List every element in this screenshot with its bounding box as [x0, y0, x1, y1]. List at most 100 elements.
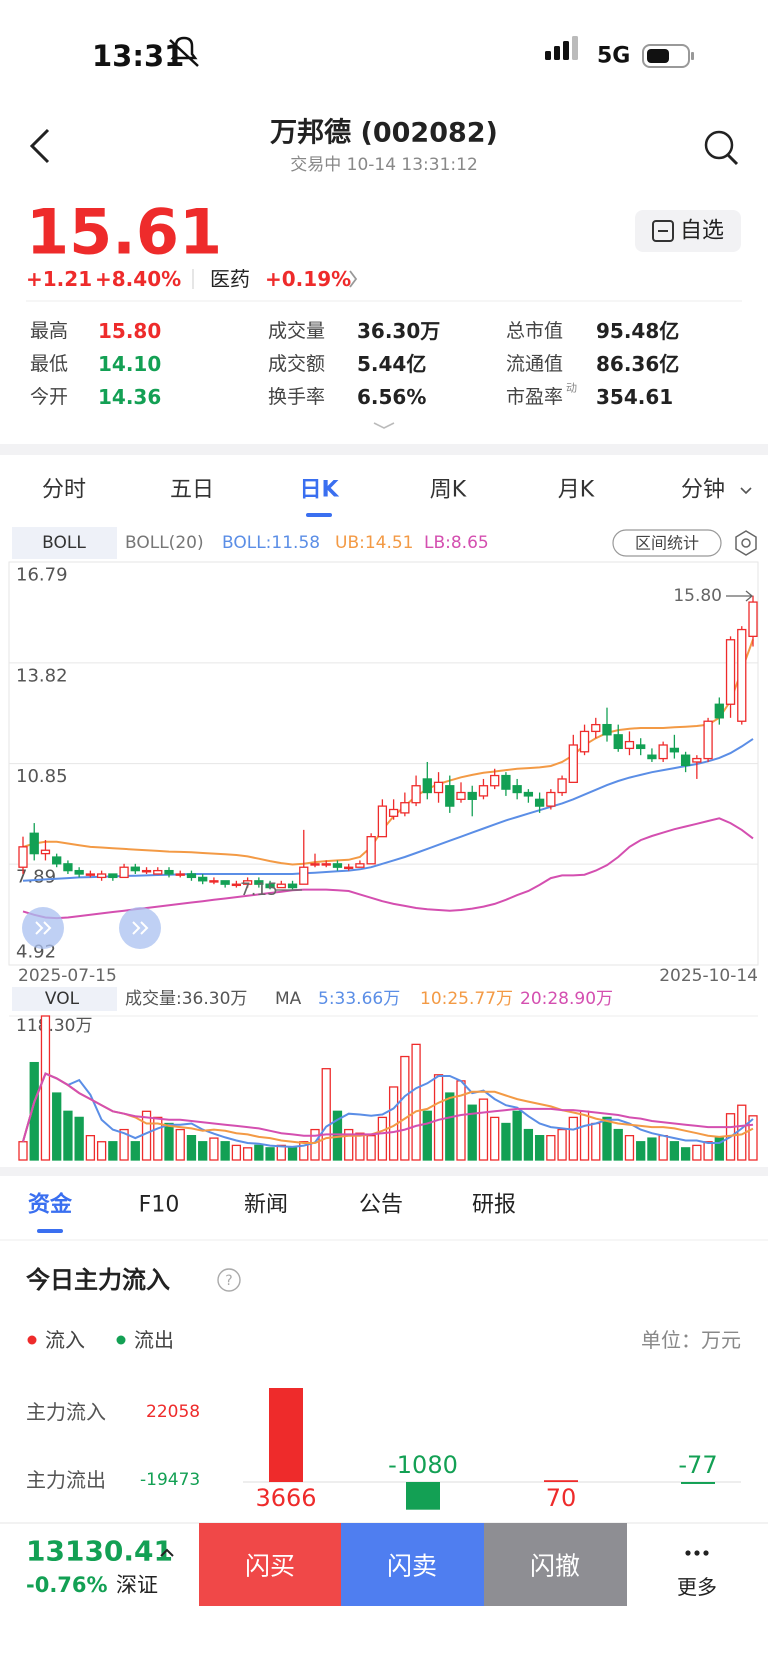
candle-body	[501, 774, 511, 790]
volume-bar	[579, 1110, 590, 1161]
trade-button[interactable]	[341, 1523, 484, 1606]
fund-tab[interactable]: 研报	[472, 1193, 516, 1218]
volume-bar	[692, 1144, 702, 1161]
volume-bar	[433, 1074, 444, 1161]
stat-label: 最低	[30, 353, 68, 375]
volume-bar	[108, 1141, 118, 1161]
volume-bar	[748, 1115, 758, 1161]
indicator-box	[12, 527, 117, 559]
tab-dropdown	[740, 487, 752, 495]
volume-bar	[512, 1110, 522, 1161]
candle-body	[568, 744, 578, 783]
volume-bar	[714, 1137, 724, 1161]
fund-tab[interactable]: 新闻	[244, 1193, 288, 1218]
candle-body	[198, 876, 208, 882]
fund-tab[interactable]: 公告	[359, 1193, 403, 1218]
volume-bar	[411, 1043, 421, 1161]
candle-body	[669, 747, 680, 753]
candle-body	[242, 880, 253, 885]
volume-bar	[568, 1116, 578, 1161]
volume-bar	[175, 1128, 185, 1161]
stat-label-sup: 动	[566, 382, 577, 395]
flow-row-label: 主力流出	[26, 1468, 106, 1492]
candle-body	[748, 601, 758, 638]
chart-tab[interactable]: 日K	[299, 478, 339, 503]
search-button[interactable]	[704, 130, 734, 160]
expand-arrow	[373, 422, 395, 429]
volume-bar	[344, 1128, 354, 1161]
volume-bar	[680, 1147, 691, 1161]
volume-bar	[467, 1104, 477, 1161]
y-tick-label: 118.30万	[16, 1016, 92, 1036]
trade-button[interactable]	[484, 1523, 627, 1606]
fund-tab[interactable]: F10	[139, 1193, 180, 1218]
indicator-name: BOLL	[42, 533, 86, 553]
battery-cap	[691, 52, 694, 60]
boll-line	[22, 738, 754, 882]
volume-bar	[52, 1092, 62, 1161]
settings-dot	[741, 538, 751, 548]
legend-label: 流入	[45, 1328, 85, 1352]
trade-button[interactable]	[199, 1523, 342, 1606]
candle-body	[287, 883, 298, 889]
boll-lb: LB:8.65	[424, 533, 489, 553]
candle-body	[40, 849, 51, 855]
volume-bar	[534, 1135, 545, 1161]
search-handle	[726, 153, 739, 166]
candle-body	[299, 866, 309, 885]
volume-bar	[445, 1092, 455, 1161]
candle-body	[175, 873, 185, 876]
candle-body	[534, 798, 545, 807]
help-icon[interactable]	[217, 1268, 241, 1292]
range-stats-button[interactable]	[612, 529, 722, 557]
candle-body	[658, 744, 668, 760]
settings-button[interactable]	[735, 530, 757, 556]
volume-bar	[119, 1128, 129, 1161]
volume-bar	[186, 1135, 197, 1161]
candle-body	[344, 866, 354, 870]
candle-body	[119, 866, 129, 879]
candle-body	[52, 856, 62, 865]
range-stats-label: 区间统计	[635, 534, 699, 553]
flow-bar	[269, 1388, 303, 1482]
stat-value: 6.56%	[357, 385, 426, 409]
volume-bar	[29, 1061, 39, 1161]
tab-underline	[306, 513, 332, 517]
candle-body	[692, 757, 702, 763]
chart-tab[interactable]: 月K	[558, 478, 595, 503]
candle-body	[231, 883, 242, 887]
volume-bar	[669, 1141, 680, 1161]
chart-tab[interactable]: 分钟	[681, 478, 725, 503]
volume-bar	[321, 1068, 331, 1161]
more-label[interactable]: 更多	[677, 1575, 717, 1599]
volume-bar	[647, 1137, 657, 1161]
chart-tab[interactable]: 分时	[42, 478, 86, 503]
flow-value-label: 70	[546, 1484, 577, 1512]
trade-button-label: 闪撤	[530, 1552, 580, 1581]
section-gap	[0, 444, 768, 455]
candle-body	[647, 754, 657, 760]
candle-body	[725, 639, 736, 705]
signal-bar	[545, 51, 551, 60]
volume-bar	[130, 1141, 140, 1161]
stock-title: 万邦德 (002082)	[270, 118, 498, 149]
candle-body	[321, 863, 331, 866]
flow-value-label: 3666	[255, 1484, 316, 1512]
volume-bar	[613, 1128, 623, 1161]
candle-body	[366, 836, 376, 865]
back-button[interactable]	[29, 128, 50, 164]
candle-body	[602, 723, 612, 736]
volume-bar	[153, 1116, 163, 1161]
volume-bar	[299, 1141, 309, 1161]
trade-button-label: 闪卖	[387, 1552, 437, 1581]
chart-tab[interactable]: 周K	[430, 478, 467, 503]
volume-bar	[602, 1116, 612, 1161]
vol-indicator: VOL	[45, 989, 80, 1009]
volume-bar	[422, 1110, 432, 1161]
volume-bar	[636, 1141, 646, 1161]
chart-tab[interactable]: 五日	[170, 478, 214, 503]
fund-tab[interactable]: 资金	[28, 1192, 73, 1218]
candle-body	[63, 863, 73, 872]
flow-bar	[544, 1480, 578, 1482]
